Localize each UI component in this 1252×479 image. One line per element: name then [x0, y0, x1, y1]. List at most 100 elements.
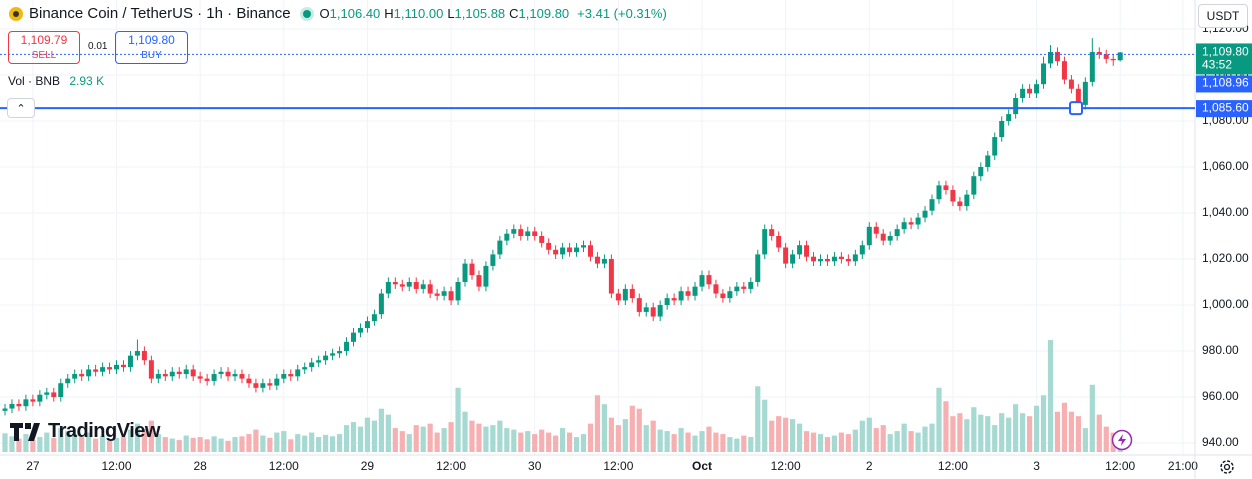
volume-bar: [420, 426, 426, 452]
candle-body: [100, 367, 106, 372]
volume-bar: [260, 435, 266, 452]
candle-body: [392, 282, 398, 285]
candle-body: [37, 394, 43, 402]
volume-bar: [504, 428, 510, 452]
volume-bar: [1061, 402, 1068, 452]
candle-body: [371, 314, 377, 322]
volume-bar: [678, 428, 684, 452]
ohlc-item: O1,106.40: [320, 6, 381, 21]
volume-bar: [44, 432, 50, 452]
candle-body: [873, 226, 879, 234]
volume-bar: [539, 429, 545, 452]
volume-bar: [9, 436, 15, 452]
volume-bar: [295, 434, 301, 452]
volume-bar: [281, 431, 287, 452]
volume-bar: [601, 404, 608, 452]
settings-icon[interactable]: [1218, 458, 1236, 476]
sell-button[interactable]: 1,109.79 SELL: [8, 31, 80, 64]
candle-body: [351, 332, 356, 342]
flash-icon[interactable]: [1111, 429, 1133, 451]
volume-bar: [922, 426, 928, 452]
volume-bar: [99, 435, 106, 452]
candle-body: [176, 371, 182, 375]
volume-bar: [58, 428, 64, 452]
volume-bar: [706, 426, 712, 452]
candle-body: [79, 374, 85, 377]
y-tick-label: 960.00: [1202, 389, 1239, 403]
volume-bar: [915, 432, 921, 452]
candle-body: [964, 194, 970, 207]
candle-body: [1027, 88, 1033, 94]
volume-bar: [448, 422, 454, 452]
candle-body: [741, 286, 747, 289]
volume-bar: [127, 429, 134, 452]
change: +3.41 (+0.31%): [577, 6, 667, 21]
candle-body: [1034, 84, 1040, 94]
candle-body: [1117, 52, 1123, 61]
volume-bar: [211, 436, 217, 452]
candle-body: [817, 259, 823, 262]
volume-bar: [476, 423, 482, 452]
candle-body: [629, 288, 635, 299]
volume-bar: [23, 434, 29, 452]
candle-body: [594, 256, 600, 264]
volume-bar: [316, 437, 322, 452]
volume-bar: [594, 395, 601, 452]
currency-button[interactable]: USDT: [1198, 4, 1248, 28]
candle-body: [894, 229, 900, 237]
candle-body: [852, 254, 858, 262]
x-tick-label: Oct: [692, 459, 712, 473]
ohlc-item: C1,109.80: [509, 6, 569, 21]
volume-bar: [831, 435, 838, 452]
ohlc-value: 1,105.88: [454, 6, 506, 21]
volume-bar: [587, 423, 594, 452]
volume-bar: [406, 434, 412, 452]
logo-mark: [10, 422, 40, 441]
volume-bar: [929, 423, 935, 452]
candle-body: [720, 293, 726, 299]
candle-body: [490, 254, 496, 266]
candle-body: [399, 284, 405, 287]
volume-bar: [790, 419, 796, 452]
candle-body: [1103, 54, 1109, 59]
candle-body: [253, 383, 259, 388]
volume-bar: [950, 416, 956, 452]
volume-bar: [1068, 411, 1075, 452]
candle-body: [385, 282, 391, 294]
volume-bar: [978, 414, 984, 452]
candle-body: [2, 408, 8, 411]
volume-bar: [664, 431, 670, 452]
candle-body: [546, 242, 552, 250]
collapse-button[interactable]: ⌃: [7, 98, 35, 118]
volume-bar: [385, 414, 391, 452]
y-tick-label: 940.00: [1202, 435, 1239, 449]
volume-bar: [692, 435, 698, 452]
candle-body: [922, 210, 928, 218]
volume-bar: [288, 439, 294, 452]
volume-bar: [413, 425, 419, 452]
candle-body: [783, 247, 789, 264]
x-tick-label: 12:00: [102, 459, 132, 473]
volume-bar: [434, 432, 440, 452]
candle-body: [232, 374, 238, 377]
alert-handle: [1069, 101, 1083, 116]
candle-body: [183, 369, 189, 375]
candle-body: [713, 284, 719, 294]
candle-body: [936, 185, 942, 200]
volume-bar: [239, 436, 245, 452]
volume-bar: [936, 387, 942, 452]
volume-bar: [141, 428, 147, 452]
volume-bar: [169, 438, 175, 452]
candle-body: [671, 298, 677, 301]
volume-bar: [573, 437, 580, 452]
candle-body: [469, 263, 475, 276]
buy-button[interactable]: 1,109.80 BUY: [115, 31, 188, 64]
volume-legend: Vol · BNB 2.93 K: [8, 74, 104, 88]
candle-body: [1110, 58, 1116, 61]
volume-bar: [608, 417, 614, 452]
volume-bar: [643, 425, 649, 452]
volume-bar: [1006, 417, 1012, 452]
candle-body: [9, 403, 15, 409]
x-tick-label: 27: [26, 459, 40, 473]
